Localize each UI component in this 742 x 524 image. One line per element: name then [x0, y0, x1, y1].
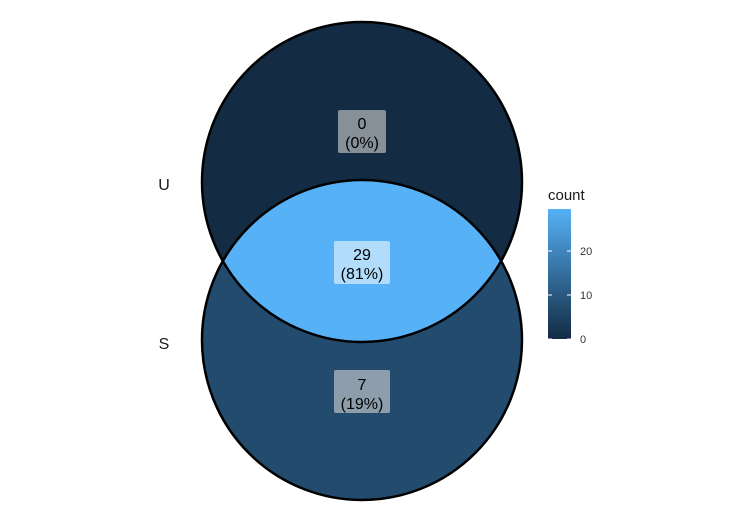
region-count-s-only: 7 — [358, 377, 367, 394]
legend-tick-marks — [548, 250, 571, 340]
region-u-and-s — [202, 180, 522, 342]
region-label-u-only: 0 (0%) — [338, 110, 386, 153]
label-box — [334, 370, 390, 413]
region-count-u-only: 0 — [358, 116, 367, 133]
set-label-s: S — [159, 336, 170, 353]
label-box — [338, 110, 386, 153]
region-count-u-and-s: 29 — [353, 247, 371, 264]
region-percent-u-and-s: (81%) — [341, 266, 384, 283]
region-percent-u-only: (0%) — [345, 135, 379, 152]
set-s-outline — [200, 178, 524, 502]
legend-tick-10: 10 — [580, 290, 592, 302]
set-label-u: U — [158, 177, 170, 194]
legend: count 0 10 20 — [548, 187, 592, 346]
set-u-outline — [200, 20, 524, 344]
region-label-u-and-s: 29 (81%) — [334, 241, 390, 284]
legend-colorbar — [548, 209, 571, 339]
region-percent-s-only: (19%) — [341, 396, 384, 413]
legend-tick-0: 0 — [580, 334, 586, 346]
label-box — [334, 241, 390, 284]
region-label-s-only: 7 (19%) — [334, 370, 390, 413]
legend-tick-20: 20 — [580, 246, 592, 258]
legend-title: count — [548, 187, 586, 204]
